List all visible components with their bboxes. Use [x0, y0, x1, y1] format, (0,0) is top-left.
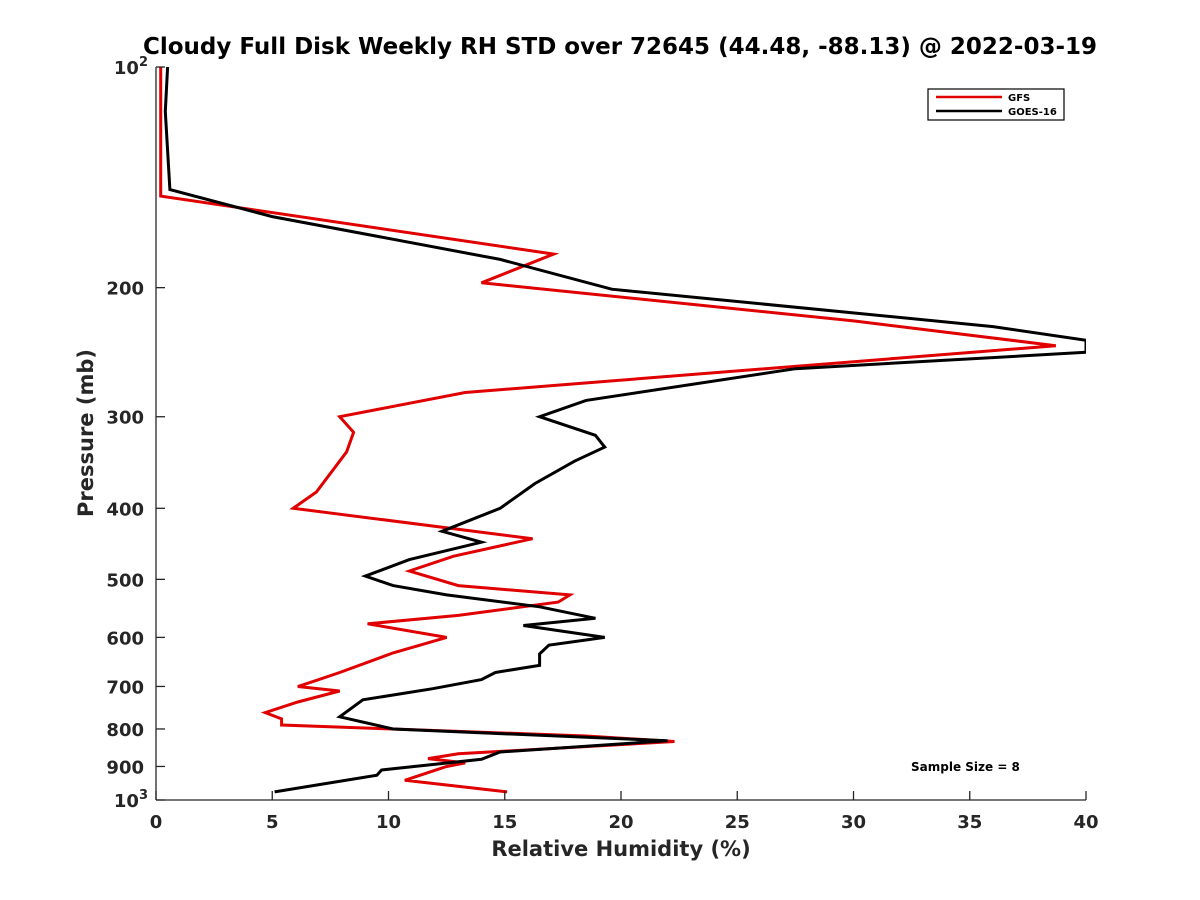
y-tick-label: 200 — [106, 279, 144, 300]
y-tick-label: 900 — [106, 757, 144, 778]
x-tick-label: 35 — [957, 812, 982, 833]
x-tick-label: 10 — [376, 812, 401, 833]
x-tick-label: 5 — [266, 812, 279, 833]
y-axis-label: Pressure (mb) — [74, 349, 98, 517]
y-tick-label: 300 — [106, 408, 144, 429]
x-ticks: 0 5 10 15 20 25 30 35 40 — [150, 791, 1099, 833]
x-tick-label: 0 — [150, 812, 163, 833]
y-tick-label: 103 — [114, 788, 148, 812]
series-line-goes-16 — [163, 67, 1086, 794]
chart-title: Cloudy Full Disk Weekly RH STD over 7264… — [143, 34, 1097, 60]
y-tick-label: 400 — [106, 499, 144, 520]
x-tick-label: 25 — [725, 812, 750, 833]
plot-series — [159, 67, 1086, 794]
legend-box — [927, 88, 1065, 121]
legend-label-gfs: GFS — [1008, 93, 1030, 104]
y-tick-label: 500 — [106, 570, 144, 591]
x-tick-label: 30 — [841, 812, 866, 833]
x-tick-label: 15 — [492, 812, 517, 833]
x-tick-label: 40 — [1073, 812, 1098, 833]
y-tick-label: 800 — [106, 720, 144, 741]
y-tick-label: 700 — [106, 677, 144, 698]
x-tick-label: 20 — [608, 812, 633, 833]
y-tick-label: 102 — [114, 55, 148, 79]
y-ticks: 102 200 300 400 500 600 700 800 900 103 — [106, 55, 165, 812]
y-tick-label: 600 — [106, 628, 144, 649]
x-axis-label: Relative Humidity (%) — [491, 837, 750, 861]
sample-size-annotation: Sample Size = 8 — [911, 760, 1020, 774]
legend-label-goes-16: GOES-16 — [1008, 107, 1057, 118]
legend: GFS GOES-16 — [927, 88, 1065, 121]
